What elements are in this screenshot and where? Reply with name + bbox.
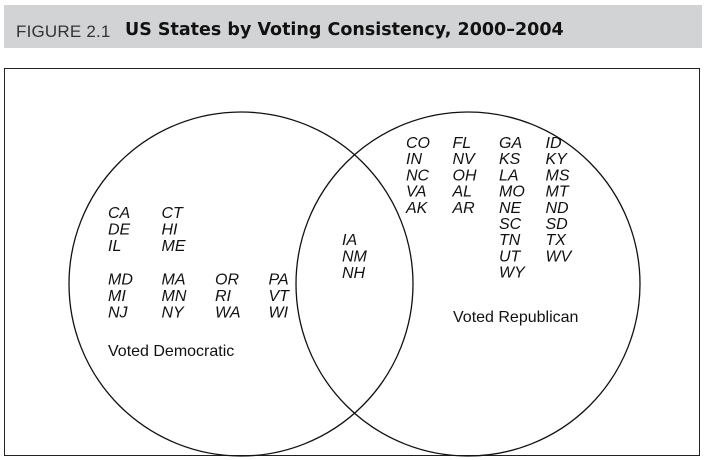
republican-state-id: ID <box>546 135 562 152</box>
republican-state-mo: MO <box>499 184 525 201</box>
democratic-state-me: ME <box>162 238 186 255</box>
democratic-state-il: IL <box>108 238 121 255</box>
diagram-frame <box>4 68 700 456</box>
figure-header: FIGURE 2.1 US States by Voting Consisten… <box>4 5 702 48</box>
democratic-state-ri: RI <box>215 288 232 305</box>
democratic-state-ny: NY <box>162 305 186 322</box>
republican-state-fl: FL <box>453 135 472 152</box>
democratic-state-mi: MI <box>108 288 126 305</box>
republican-state-wy: WY <box>499 265 526 282</box>
republican-state-nd: ND <box>546 200 570 217</box>
republican-caption: Voted Republican <box>453 309 578 326</box>
republican-circle <box>295 111 641 457</box>
democratic-state-pa: PA <box>269 271 289 288</box>
republican-state-ak: AK <box>405 200 429 217</box>
democratic-state-wi: WI <box>269 305 289 322</box>
democratic-state-hi: HI <box>162 222 179 239</box>
overlap-state-nh: NH <box>342 265 366 282</box>
democratic-state-ct: CT <box>162 205 185 222</box>
republican-state-mt: MT <box>546 184 570 201</box>
republican-state-ky: KY <box>546 151 569 168</box>
democratic-state-ca: CA <box>108 205 130 222</box>
democratic-state-ma: MA <box>162 271 186 288</box>
republican-state-tx: TX <box>546 232 568 249</box>
republican-state-sc: SC <box>499 216 522 233</box>
republican-state-ms: MS <box>546 167 570 184</box>
democratic-state-or: OR <box>215 271 239 288</box>
republican-state-ne: NE <box>499 200 522 217</box>
republican-state-nv: NV <box>453 151 477 168</box>
overlap-state-ia: IA <box>342 232 357 249</box>
democratic-circle <box>68 111 414 457</box>
republican-state-ga: GA <box>499 135 522 152</box>
democratic-state-md: MD <box>108 271 133 288</box>
republican-state-va: VA <box>406 184 426 201</box>
republican-state-ks: KS <box>499 151 521 168</box>
democratic-state-vt: VT <box>269 288 291 305</box>
republican-state-co: CO <box>406 135 430 152</box>
figure-title: US States by Voting Consistency, 2000–20… <box>125 20 564 40</box>
republican-state-in: IN <box>406 151 422 168</box>
republican-state-ar: AR <box>452 200 476 217</box>
republican-state-nc: NC <box>406 167 430 184</box>
democratic-state-mn: MN <box>162 288 187 305</box>
republican-state-ut: UT <box>499 248 522 265</box>
republican-state-la: LA <box>499 167 519 184</box>
republican-state-oh: OH <box>453 167 477 184</box>
democratic-state-nj: NJ <box>108 305 129 322</box>
democratic-state-de: DE <box>108 222 131 239</box>
figure-label: FIGURE 2.1 <box>16 22 111 41</box>
republican-state-wv: WV <box>546 248 573 265</box>
republican-state-sd: SD <box>546 216 569 233</box>
democratic-state-wa: WA <box>215 305 240 322</box>
democratic-caption: Voted Democratic <box>108 343 234 360</box>
republican-state-al: AL <box>452 184 473 201</box>
overlap-state-nm: NM <box>342 249 368 266</box>
republican-state-tn: TN <box>499 232 521 249</box>
